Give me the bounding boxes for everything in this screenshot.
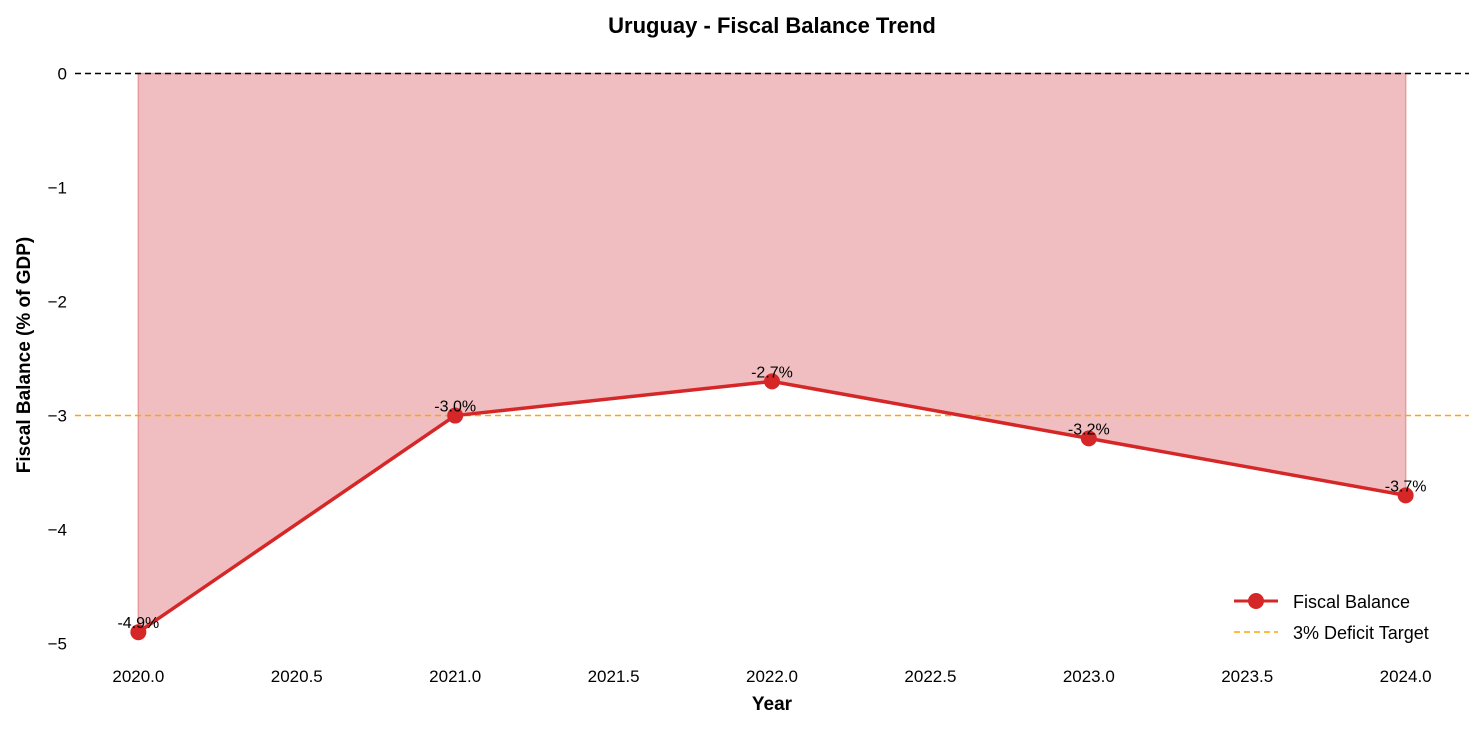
x-tick-label: 2021.0 [429,667,481,686]
data-label: -2.7% [751,364,793,381]
data-point [1080,430,1097,447]
chart-title: Uruguay - Fiscal Balance Trend [608,13,936,38]
y-tick-label: −3 [48,407,67,426]
data-label: -3.2% [1068,421,1110,438]
data-label: -3.0% [434,399,476,416]
x-tick-label: 2022.0 [746,667,798,686]
data-point [130,624,147,641]
area-fill [137,72,1407,634]
data-point [447,407,464,424]
x-tick-label: 2024.0 [1380,667,1432,686]
y-tick-label: −4 [48,521,67,540]
y-axis-label: Fiscal Balance (% of GDP) [14,237,35,474]
legend-marker-fiscal-balance [1248,593,1264,609]
legend: Fiscal Balance 3% Deficit Target [1234,592,1429,643]
data-point [1397,487,1414,504]
data-label: -4.9% [117,615,159,632]
y-tick-label: −2 [48,293,67,312]
y-tick-label: −5 [48,635,67,654]
x-axis-label: Year [752,694,793,715]
x-tick-label: 2020.5 [271,667,323,686]
data-label: -3.7% [1385,478,1427,495]
legend-label-deficit-target: 3% Deficit Target [1293,623,1429,643]
y-tick-label: −1 [48,179,67,198]
x-tick-label: 2023.0 [1063,667,1115,686]
y-tick-label: 0 [58,65,67,84]
x-tick-label: 2020.0 [112,667,164,686]
x-tick-label: 2023.5 [1221,667,1273,686]
legend-label-fiscal-balance: Fiscal Balance [1293,592,1410,612]
x-tick-label: 2022.5 [904,667,956,686]
x-tick-label: 2021.5 [588,667,640,686]
data-point [764,373,780,390]
